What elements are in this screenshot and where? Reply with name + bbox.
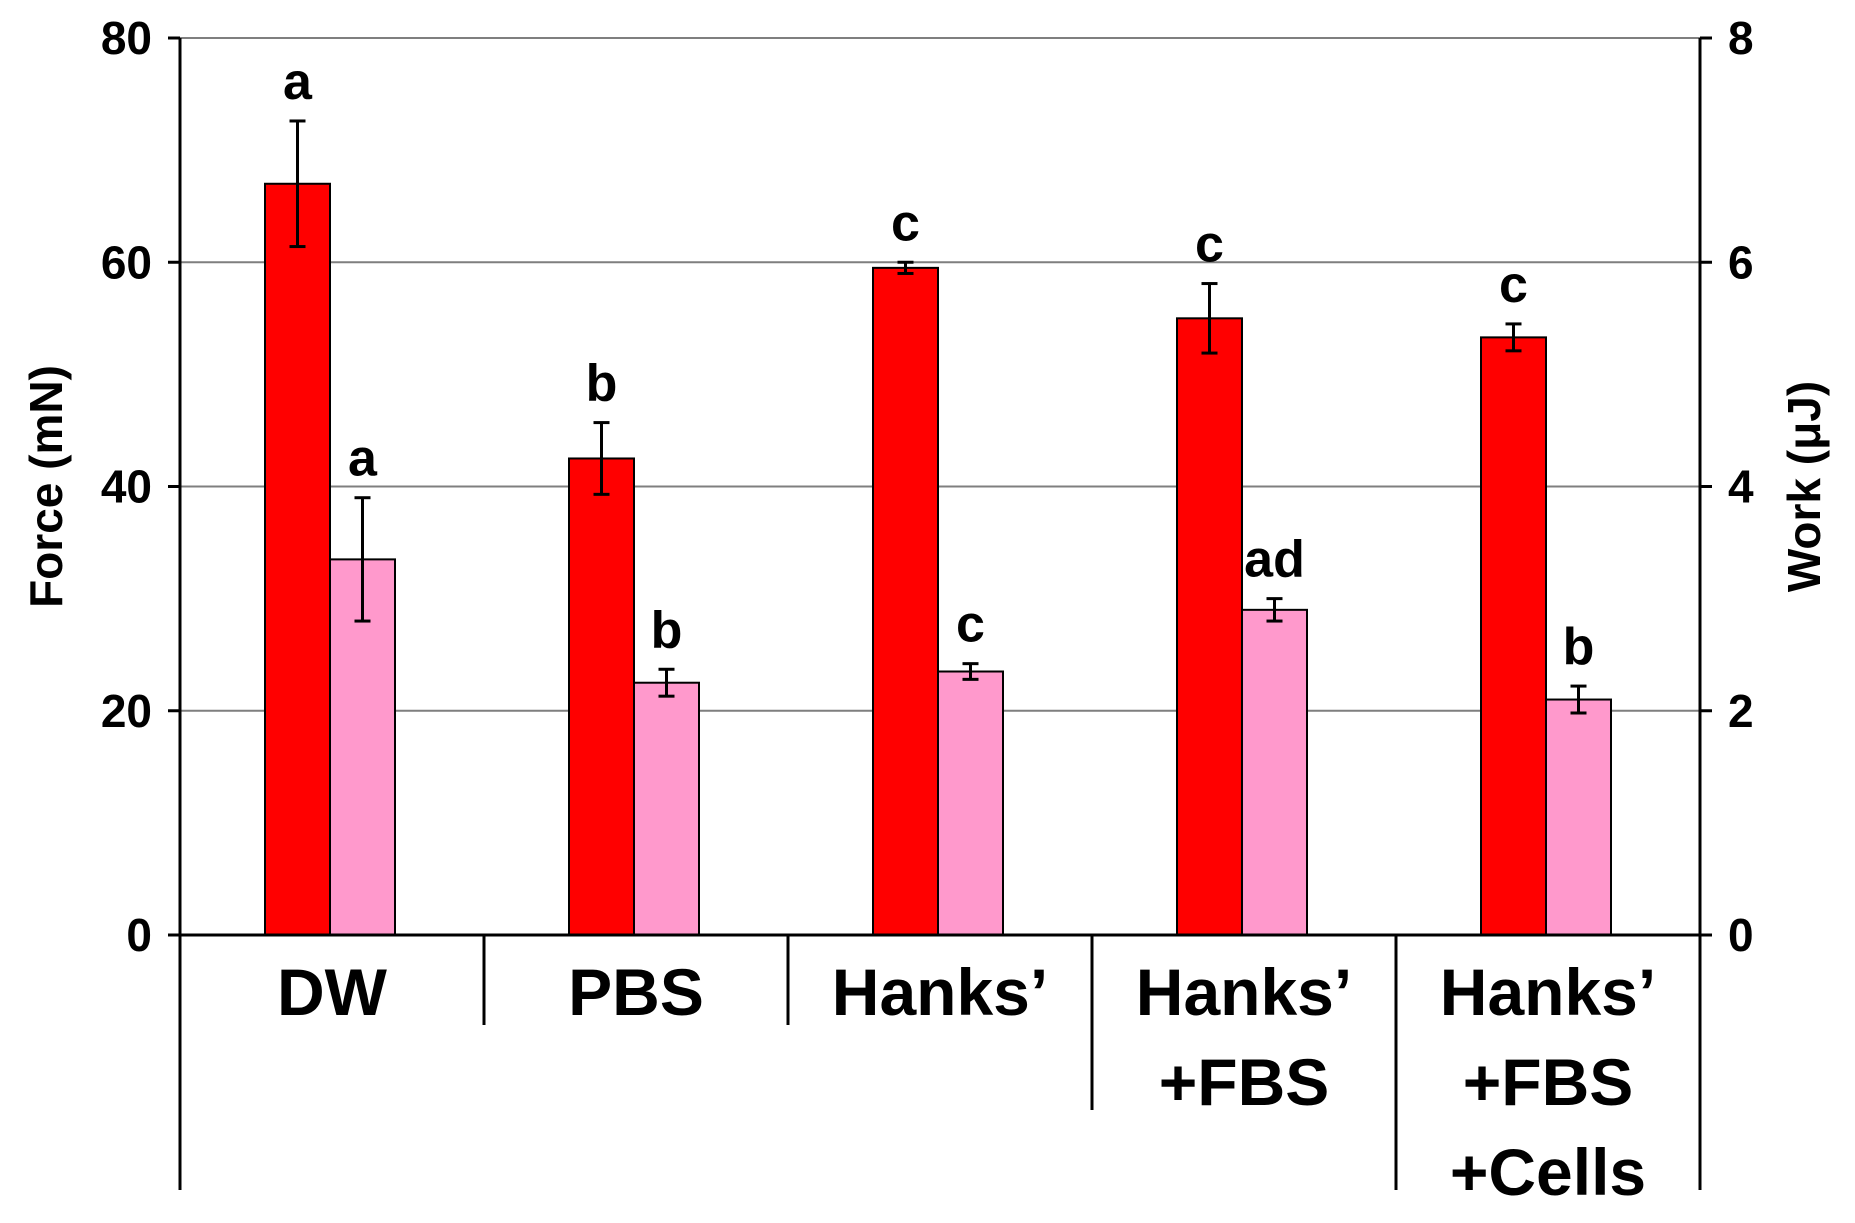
significance-letter: c	[1195, 216, 1224, 274]
y-axis-right-title: Work (μJ)	[1778, 381, 1830, 592]
y-right-tick-label: 0	[1728, 909, 1754, 961]
significance-letters: a a b b c c c ad c b	[283, 53, 1594, 676]
bar	[1241, 608, 1308, 937]
bar	[633, 681, 700, 936]
y-axis-left-title: Force (mN)	[20, 365, 72, 608]
significance-letter: b	[586, 355, 618, 413]
y-left-tick-label: 80	[101, 12, 152, 64]
category-labels: DW PBS Hanks’ Hanks’ +FBS Hanks’ +FBS +Cells	[277, 955, 1656, 1209]
category-label: +FBS	[1159, 1045, 1330, 1119]
category-label: +FBS	[1463, 1045, 1634, 1119]
bar	[568, 457, 635, 936]
bar	[1480, 336, 1547, 936]
y-left-tick-label: 60	[101, 236, 152, 288]
bar	[1545, 698, 1612, 936]
bar	[264, 182, 331, 936]
bar	[1176, 317, 1243, 936]
category-label: Hanks’	[832, 955, 1048, 1029]
significance-letter: b	[1563, 618, 1595, 676]
significance-letter: c	[956, 596, 985, 654]
y-left-tick-label: 40	[101, 461, 152, 513]
category-label: Hanks’	[1440, 955, 1656, 1029]
significance-letter: ad	[1244, 531, 1305, 589]
y-right-tick-label: 2	[1728, 685, 1754, 737]
category-label: PBS	[568, 955, 704, 1029]
y-right-tick-label: 6	[1728, 236, 1754, 288]
bar	[872, 266, 939, 936]
significance-letter: a	[283, 53, 313, 111]
bars	[264, 182, 1612, 937]
axes	[168, 36, 1712, 1190]
y-left-tick-label: 0	[126, 909, 152, 961]
significance-letter: c	[1499, 256, 1528, 314]
gridlines	[180, 37, 1700, 712]
tick-labels: 0 0 20 2 40 4 60 6 80 8	[101, 12, 1754, 961]
significance-letter: a	[348, 430, 378, 488]
y-left-tick-label: 20	[101, 685, 152, 737]
category-label: Hanks’	[1136, 955, 1352, 1029]
category-label: DW	[277, 955, 388, 1029]
significance-letter: c	[891, 194, 920, 252]
error-bars	[289, 119, 1587, 715]
category-label: +Cells	[1450, 1135, 1646, 1209]
significance-letter: b	[651, 601, 683, 659]
y-right-tick-label: 8	[1728, 12, 1754, 64]
bar	[937, 670, 1004, 936]
y-right-tick-label: 4	[1728, 461, 1754, 513]
